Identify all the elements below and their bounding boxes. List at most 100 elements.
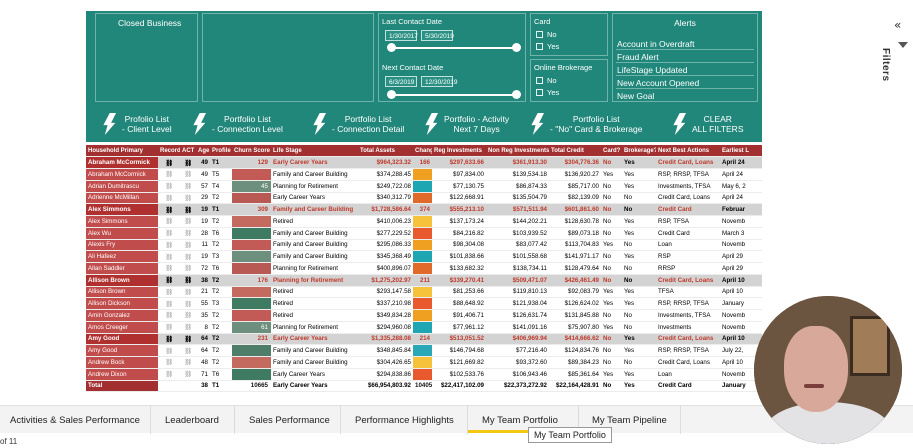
- checkbox-icon[interactable]: [536, 31, 543, 38]
- record-icon[interactable]: ⛓: [158, 215, 180, 228]
- column-header[interactable]: Total Assets: [358, 145, 413, 158]
- filters-label[interactable]: Filters: [880, 48, 891, 82]
- act-icon[interactable]: ⛓: [180, 286, 196, 299]
- tab-my-team-pipeline[interactable]: My Team Pipeline: [592, 415, 667, 426]
- record-icon[interactable]: [158, 379, 180, 393]
- tab-activities-sales[interactable]: Activities & Sales Performance: [10, 415, 140, 426]
- household-name-cell[interactable]: Adrian Dumitrascu: [86, 180, 158, 193]
- record-icon[interactable]: ⛓: [158, 192, 180, 205]
- column-header[interactable]: Profile: [210, 145, 232, 158]
- table-row[interactable]: Ali Hafeez ⛓ ⛓ 19 T3 Family and Career Buildi…: [86, 250, 762, 263]
- table-row[interactable]: Abraham McCormick ⛓ ⛓ 49 T5 Family and Career…: [86, 168, 762, 181]
- act-icon[interactable]: ⛓: [180, 227, 196, 240]
- last-contact-end[interactable]: 5/30/2019: [421, 30, 454, 41]
- filters-pane[interactable]: «: [884, 12, 908, 112]
- portfolio-activity-button[interactable]: Portfolio - Activity Next 7 Days: [424, 110, 509, 138]
- alert-item[interactable]: New Goal: [616, 90, 754, 102]
- record-icon[interactable]: ⛓: [158, 356, 180, 369]
- total-row[interactable]: Total 38 T1 10665 Early Career Years $66,954,…: [86, 379, 762, 393]
- household-name-cell[interactable]: Allison Brown: [86, 274, 158, 287]
- portfolio-list-no-card-button[interactable]: Portfolio List - "No" Card & Brokerage: [530, 110, 643, 138]
- alert-item[interactable]: LifeStage Updated: [616, 64, 754, 76]
- checkbox-icon[interactable]: [536, 89, 543, 96]
- table-row[interactable]: Amin Gonzalez ⛓ ⛓ 35 T2 Retired $349,834.28 $91…: [86, 309, 762, 322]
- household-name-cell[interactable]: Ali Hafeez: [86, 250, 158, 263]
- act-icon[interactable]: ⛓: [180, 297, 196, 310]
- column-header[interactable]: Non Reg Investments: [486, 145, 549, 158]
- last-contact-slider[interactable]: [387, 43, 521, 52]
- slider-handle-end[interactable]: [512, 90, 521, 99]
- table-row[interactable]: Allison Brown ⛓ ⛓ 21 T2 Retired $293,147.58 $81…: [86, 286, 762, 299]
- alert-item[interactable]: Account in Overdraft: [616, 38, 754, 50]
- record-icon[interactable]: ⛓: [158, 203, 180, 216]
- household-group-row[interactable]: Allison Brown ⛓ ⛓ 38 T2 176 Planning for Retir…: [86, 274, 762, 287]
- table-row[interactable]: Allan Saddler ⛓ ⛓ 72 T6 Planning for Retireme…: [86, 262, 762, 275]
- act-icon[interactable]: ⛓: [180, 356, 196, 369]
- act-icon[interactable]: ⛓: [180, 192, 196, 205]
- clear-all-filters-button[interactable]: CLEAR ALL FILTERS: [672, 110, 744, 138]
- act-icon[interactable]: [180, 379, 196, 393]
- column-header[interactable]: Churn Score: [232, 145, 271, 158]
- act-icon[interactable]: ⛓: [180, 321, 196, 334]
- household-name-cell[interactable]: Allan Saddler: [86, 262, 158, 275]
- act-icon[interactable]: ⛓: [180, 274, 196, 287]
- household-name-cell[interactable]: Alex Simmons: [86, 215, 158, 228]
- act-icon[interactable]: ⛓: [180, 156, 196, 169]
- household-group-row[interactable]: Amy Good ⛓ ⛓ 64 T2 231 Early Career Years $1,33…: [86, 333, 762, 346]
- act-icon[interactable]: ⛓: [180, 168, 196, 181]
- slider-handle-start[interactable]: [387, 90, 396, 99]
- column-header[interactable]: Household Primary: [86, 145, 158, 158]
- record-icon[interactable]: ⛓: [158, 262, 180, 275]
- slider-handle-start[interactable]: [387, 43, 396, 52]
- table-row[interactable]: Amos Creeger ⛓ ⛓ 8 T2 61 Planning for Retireme…: [86, 321, 762, 334]
- next-contact-end[interactable]: 12/30/2019: [421, 76, 458, 87]
- column-header[interactable]: Record: [158, 145, 180, 158]
- record-icon[interactable]: ⛓: [158, 333, 180, 346]
- act-icon[interactable]: ⛓: [180, 215, 196, 228]
- alert-item[interactable]: New Account Opened: [616, 77, 754, 89]
- portfolio-list-detail-button[interactable]: Portfolio List - Connection Detail: [312, 110, 404, 138]
- act-icon[interactable]: ⛓: [180, 180, 196, 193]
- table-row[interactable]: Alexis Fry ⛓ ⛓ 11 T2 Family and Career Buildi…: [86, 239, 762, 252]
- slider-handle-end[interactable]: [512, 43, 521, 52]
- household-name-cell[interactable]: Allison Brown: [86, 286, 158, 299]
- checkbox-icon[interactable]: [536, 43, 543, 50]
- record-icon[interactable]: ⛓: [158, 250, 180, 263]
- household-group-row[interactable]: Alex Simmons ⛓ ⛓ 19 T1 309 Family and Career B…: [86, 203, 762, 216]
- record-icon[interactable]: ⛓: [158, 168, 180, 181]
- act-icon[interactable]: ⛓: [180, 262, 196, 275]
- table-row[interactable]: Adrienne McMillan ⛓ ⛓ 29 T2 Early Career Year…: [86, 192, 762, 205]
- column-header[interactable]: Card?: [601, 145, 622, 158]
- household-name-cell[interactable]: Abraham McCormick: [86, 156, 158, 169]
- column-header[interactable]: ACT: [180, 145, 196, 158]
- closed-business-slicer[interactable]: Closed Business: [95, 13, 198, 102]
- record-icon[interactable]: ⛓: [158, 239, 180, 252]
- table-row[interactable]: Andrew Bock ⛓ ⛓ 48 T2 Family and Career Build…: [86, 356, 762, 369]
- household-name-cell[interactable]: Amos Creeger: [86, 321, 158, 334]
- collapse-chevron-icon[interactable]: «: [894, 18, 902, 32]
- tab-performance-highlights[interactable]: Performance Highlights: [355, 415, 454, 426]
- tab-sales-performance[interactable]: Sales Performance: [249, 415, 330, 426]
- column-header[interactable]: Life Stage: [271, 145, 358, 158]
- tab-leaderboard[interactable]: Leaderboard: [165, 415, 219, 426]
- household-name-cell[interactable]: Amin Gonzalez: [86, 309, 158, 322]
- online-option-yes[interactable]: Yes: [536, 88, 559, 97]
- household-name-cell[interactable]: Alex Wu: [86, 227, 158, 240]
- record-icon[interactable]: ⛓: [158, 286, 180, 299]
- alert-item[interactable]: Fraud Alert: [616, 51, 754, 63]
- household-name-cell[interactable]: Andrew Bock: [86, 356, 158, 369]
- household-name-cell[interactable]: Allison Dickson: [86, 297, 158, 310]
- online-option-no[interactable]: No: [536, 76, 557, 85]
- record-icon[interactable]: ⛓: [158, 321, 180, 334]
- card-option-no[interactable]: No: [536, 30, 557, 39]
- table-row[interactable]: Alex Wu ⛓ ⛓ 28 T6 Family and Career Building $…: [86, 227, 762, 240]
- column-header[interactable]: Next Best Actions: [656, 145, 720, 158]
- record-icon[interactable]: ⛓: [158, 227, 180, 240]
- record-icon[interactable]: ⛓: [158, 309, 180, 322]
- column-header[interactable]: Total Credit: [549, 145, 601, 158]
- table-row[interactable]: Andrew Dixon ⛓ ⛓ 71 T6 Early Career Years $294…: [86, 368, 762, 381]
- record-icon[interactable]: ⛓: [158, 297, 180, 310]
- act-icon[interactable]: ⛓: [180, 333, 196, 346]
- next-contact-slider[interactable]: [387, 90, 521, 99]
- column-header[interactable]: Brokerage?: [622, 145, 656, 158]
